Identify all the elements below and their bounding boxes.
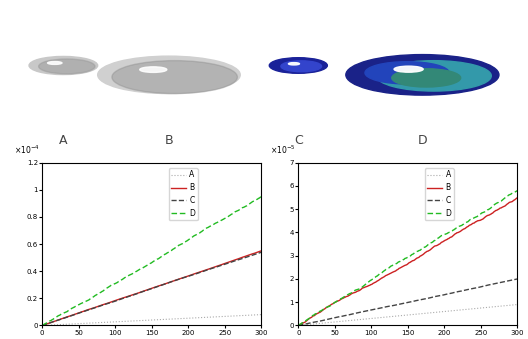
D (242, 204, 249, 208)
A (211, 315, 218, 319)
A (467, 307, 474, 311)
A (127, 319, 134, 323)
Line: D: D (42, 197, 261, 325)
Line: A: A (298, 304, 517, 325)
A (189, 316, 195, 320)
B (480, 217, 486, 221)
B (295, 323, 301, 327)
Ellipse shape (288, 63, 299, 65)
D (391, 263, 397, 267)
Ellipse shape (365, 62, 449, 84)
C (189, 273, 195, 277)
B (445, 237, 451, 241)
A (383, 315, 390, 319)
B (514, 196, 521, 200)
B (498, 206, 505, 210)
A (39, 323, 45, 327)
D (39, 323, 45, 327)
Legend: A, B, C, D: A, B, C, D (425, 168, 454, 220)
Line: A: A (42, 315, 261, 325)
Ellipse shape (39, 59, 95, 74)
B (211, 265, 218, 269)
Ellipse shape (48, 61, 62, 64)
B (383, 273, 390, 277)
Legend: A, B, C, D: A, B, C, D (169, 168, 197, 220)
Text: C: C (294, 134, 303, 147)
D (480, 211, 486, 215)
B (391, 270, 397, 274)
A (242, 313, 249, 317)
B (467, 223, 474, 227)
B (135, 291, 141, 295)
C (514, 277, 521, 281)
Ellipse shape (346, 55, 499, 95)
A (514, 302, 521, 306)
C (445, 292, 451, 296)
D (295, 323, 301, 327)
D (224, 215, 230, 219)
A (295, 323, 301, 327)
D (127, 273, 134, 277)
Ellipse shape (394, 66, 423, 72)
C (242, 256, 249, 260)
C (258, 250, 265, 254)
B (189, 273, 195, 277)
C (39, 323, 45, 327)
C (467, 287, 474, 291)
Text: D: D (418, 134, 427, 147)
B (39, 323, 45, 327)
D (258, 195, 265, 199)
C (498, 280, 505, 284)
D (135, 268, 141, 273)
D (383, 267, 390, 271)
Ellipse shape (140, 67, 167, 73)
Text: B: B (165, 134, 173, 147)
Line: B: B (298, 198, 517, 325)
C (211, 265, 218, 270)
Text: $\times10^{-4}$: $\times10^{-4}$ (14, 144, 40, 156)
Text: A: A (59, 134, 68, 147)
A (498, 304, 505, 308)
Ellipse shape (376, 61, 492, 91)
D (445, 231, 451, 235)
C (224, 261, 230, 265)
C (135, 291, 141, 295)
Ellipse shape (392, 69, 460, 87)
D (189, 235, 195, 239)
B (224, 261, 230, 265)
D (467, 217, 474, 221)
A (480, 306, 486, 310)
A (258, 313, 265, 317)
D (514, 188, 521, 193)
Ellipse shape (281, 61, 322, 72)
B (242, 254, 249, 258)
C (127, 294, 134, 298)
B (127, 294, 134, 298)
A (445, 309, 451, 313)
B (258, 249, 265, 253)
Line: C: C (298, 279, 517, 325)
A (135, 319, 141, 323)
Ellipse shape (269, 58, 327, 73)
Text: $\times10^{-5}$: $\times10^{-5}$ (270, 144, 295, 156)
Ellipse shape (29, 57, 98, 75)
C (383, 305, 390, 309)
Line: C: C (42, 252, 261, 325)
Line: B: B (42, 251, 261, 325)
C (295, 323, 301, 327)
Ellipse shape (112, 61, 238, 94)
A (224, 314, 230, 318)
D (211, 222, 218, 226)
Ellipse shape (98, 56, 240, 94)
C (391, 303, 397, 307)
A (391, 314, 397, 318)
D (498, 199, 505, 203)
Line: D: D (298, 191, 517, 325)
C (480, 284, 486, 288)
